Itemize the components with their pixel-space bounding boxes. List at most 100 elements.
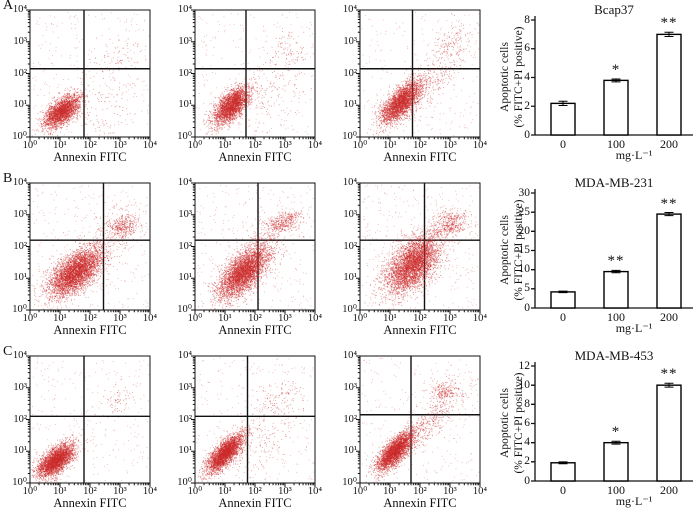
y-tick-label: 10⁴	[342, 350, 357, 361]
y-tick-label: 10³	[178, 381, 192, 393]
y-tick-label: 10²	[178, 67, 192, 79]
y-tick-label: 10³	[343, 208, 357, 220]
y-tick-label: 10¹	[13, 99, 27, 111]
y-tick-label: 10³	[343, 381, 357, 393]
y-tick-label: 6	[524, 417, 530, 429]
x-tick-label: 10¹	[383, 313, 397, 324]
x-axis-label: Annexin FITC	[218, 150, 292, 164]
x-axis-unit: mg·L⁻¹	[615, 494, 653, 508]
y-tick-label: 10⁴	[177, 177, 192, 188]
bar-chart-mda-mb-453: MDA-MB-453 Apoptotic cells (% FITC+PI po…	[497, 346, 700, 519]
bar-canvas-c	[497, 346, 700, 519]
y-tick-label: 10¹	[343, 272, 357, 284]
y-tick-label: 10¹	[343, 99, 357, 111]
x-tick-label: 10⁰	[187, 313, 203, 324]
row-label-b: B	[3, 171, 13, 186]
y-tick-label: 0	[524, 128, 530, 141]
x-tick-label: 10⁰	[22, 313, 38, 324]
significance-marker: **	[607, 253, 625, 270]
scatter-canvas-c1	[0, 346, 165, 519]
chart-title: MDA-MB-231	[574, 175, 654, 190]
x-tick-label: 10³	[443, 140, 457, 151]
scatter-canvas-c2	[165, 346, 330, 519]
y-tick-label: 8	[524, 13, 530, 26]
x-tick-label: 10⁴	[472, 313, 488, 324]
x-axis-label: Annexin FITC	[53, 150, 127, 164]
x-tick-label: 10⁰	[22, 140, 38, 151]
y-tick-label: 2	[524, 455, 530, 468]
y-tick-label: 0	[524, 474, 530, 487]
x-axis-label: Annexin FITC	[218, 496, 292, 510]
y-tick-label: 10⁴	[12, 4, 27, 15]
bar-chart-mda-mb-231: MDA-MB-231 Apoptotic cells (% FITC+PI po…	[497, 173, 700, 346]
y-tick-label: 10⁰	[177, 131, 192, 142]
y-tick-label: 10⁴	[342, 4, 357, 15]
scatter-canvas-b3	[330, 173, 495, 346]
x-tick-label: 10²	[83, 313, 97, 324]
y-tick-label: 10¹	[13, 272, 27, 284]
y-tick-label: 10²	[13, 67, 27, 79]
y-tick-label: 10⁰	[177, 477, 192, 488]
y-tick-label: 10⁴	[12, 350, 27, 361]
y-tick-label: 10²	[178, 240, 192, 252]
row-label-c: C	[3, 344, 13, 359]
y-tick-label: 10⁴	[177, 350, 192, 361]
scatter-plot-a3: Annexin FITC 10⁰ 10⁰ 10¹ 10¹ 10² 10² 10³ 10³ 10⁴…	[330, 0, 495, 173]
x-tick-label: 10²	[248, 140, 262, 151]
y-tick-label: 10⁴	[342, 177, 357, 188]
x-tick-label: 10²	[413, 313, 427, 324]
y-tick-label: 10³	[13, 208, 27, 220]
x-tick-label: 10¹	[218, 313, 232, 324]
y-tick-label: 10⁰	[12, 477, 27, 488]
x-tick-label: 10⁰	[22, 486, 38, 497]
x-tick-label: 10⁰	[187, 140, 203, 151]
x-tick-label: 10³	[278, 313, 292, 324]
category-label: 200	[660, 137, 678, 151]
significance-marker: **	[660, 366, 678, 383]
x-tick-label: 10¹	[53, 140, 67, 151]
y-tick-label: 10²	[13, 413, 27, 425]
row-label-a: A	[3, 0, 14, 13]
y-tick-label: 10⁰	[12, 131, 27, 142]
y-tick-label: 6	[524, 42, 530, 55]
y-tick-label: 25	[518, 205, 531, 218]
x-axis-unit: mg·L⁻¹	[615, 321, 653, 335]
bar-chart-bcap37: Bcap37 Apoptotic cells (% FITC+PI positi…	[497, 0, 700, 173]
x-tick-label: 10⁴	[307, 313, 323, 324]
scatter-plot-b1: Annexin FITC 10⁰ 10⁰ 10¹ 10¹ 10² 10² 10³ 10³ 10⁴…	[0, 173, 165, 346]
scatter-canvas-a3	[330, 0, 495, 173]
scatter-plot-c1: Annexin FITC 10⁰ 10⁰ 10¹ 10¹ 10² 10² 10³ 10³ 10⁴…	[0, 346, 165, 519]
x-tick-label: 10¹	[53, 313, 67, 324]
x-tick-label: 10¹	[218, 140, 232, 151]
significance-marker: *	[611, 61, 621, 78]
x-tick-label: 10³	[113, 313, 127, 324]
y-tick-label: 10³	[343, 35, 357, 47]
significance-marker: *	[611, 424, 621, 441]
panel-row-c: C Annexin FITC 10⁰ 10⁰ 10¹ 10¹ 10² 10² 10³ 10³ 1…	[0, 344, 700, 519]
category-label: 100	[607, 483, 625, 497]
y-tick-label: 10²	[178, 413, 192, 425]
x-tick-label: 10²	[83, 486, 97, 497]
y-tick-label: 0	[524, 301, 530, 314]
y-tick-label: 4	[524, 71, 530, 83]
x-tick-label: 10⁴	[307, 140, 323, 151]
x-tick-label: 10³	[443, 313, 457, 324]
x-tick-label: 10²	[83, 140, 97, 151]
bar-canvas-b	[497, 173, 700, 346]
y-tick-label: 10²	[343, 240, 357, 252]
y-tick-label: 10¹	[13, 445, 27, 457]
y-tick-label: 10³	[13, 35, 27, 47]
category-label: 0	[560, 483, 566, 497]
y-tick-label: 10³	[178, 35, 192, 47]
category-label: 200	[660, 483, 678, 497]
y-tick-label: 10	[518, 263, 531, 276]
category-label: 0	[560, 137, 566, 151]
x-axis-label: Annexin FITC	[218, 323, 292, 337]
scatter-canvas-a2	[165, 0, 330, 173]
x-axis-unit: mg·L⁻¹	[615, 148, 653, 162]
x-tick-label: 10³	[113, 140, 127, 151]
y-tick-label: 10³	[13, 381, 27, 393]
y-tick-label: 5	[524, 282, 530, 295]
x-tick-label: 10³	[278, 140, 292, 151]
